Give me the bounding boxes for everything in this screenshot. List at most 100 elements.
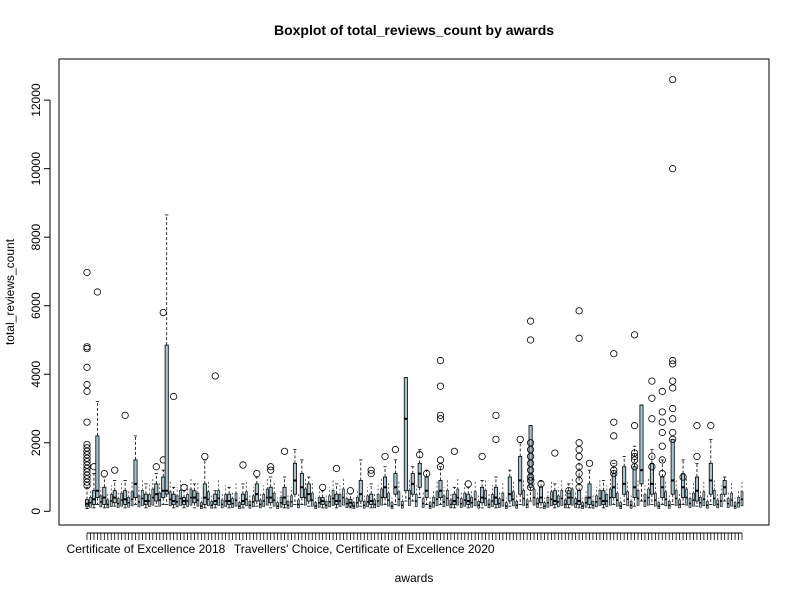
box-group xyxy=(373,493,376,509)
y-tick-label: 12000 xyxy=(29,83,43,117)
box-group xyxy=(401,495,404,509)
outlier-point xyxy=(83,468,91,476)
outlier-point xyxy=(669,360,677,368)
outlier-point xyxy=(610,459,618,467)
outlier-point xyxy=(436,382,445,390)
outlier-point xyxy=(332,464,341,473)
box-group xyxy=(626,481,629,507)
outlier-point xyxy=(658,456,666,464)
outlier-point xyxy=(83,387,91,395)
box-group xyxy=(581,497,584,509)
box-group xyxy=(416,449,424,498)
box-group xyxy=(591,495,595,509)
box-group xyxy=(436,356,445,505)
box-group xyxy=(111,466,119,507)
box-group xyxy=(515,495,519,509)
outlier-point xyxy=(159,308,167,317)
box-group xyxy=(189,477,193,506)
box-group xyxy=(408,479,411,506)
box-group xyxy=(262,485,266,507)
box-group xyxy=(702,481,706,507)
outlier-point xyxy=(551,449,559,457)
box-group xyxy=(127,489,130,508)
box-group xyxy=(688,491,692,508)
box-group xyxy=(89,489,92,508)
outlier-point xyxy=(416,451,424,459)
box xyxy=(254,483,259,502)
box-group xyxy=(551,449,559,509)
box xyxy=(632,466,637,498)
box xyxy=(369,493,374,505)
box-group xyxy=(331,479,335,506)
box-group xyxy=(610,350,618,505)
box-group xyxy=(116,491,120,508)
box xyxy=(393,473,398,495)
outlier-point xyxy=(83,451,91,459)
box-group xyxy=(211,372,219,509)
box-group xyxy=(473,481,477,507)
outlier-point xyxy=(575,446,583,454)
outlier-point xyxy=(381,452,389,461)
box xyxy=(171,493,176,505)
outlier-point xyxy=(630,449,639,457)
outlier-point xyxy=(83,344,91,353)
outlier-point xyxy=(436,411,445,419)
box-group xyxy=(598,479,602,506)
box xyxy=(282,486,287,505)
box-group xyxy=(180,483,188,509)
outlier-point xyxy=(83,475,91,483)
box-group xyxy=(584,489,588,508)
outlier-point xyxy=(152,463,160,471)
outlier-point xyxy=(83,380,91,389)
y-axis-label: total_reviews_count xyxy=(3,238,17,345)
outlier-point xyxy=(464,480,472,488)
box-group xyxy=(740,481,744,507)
box xyxy=(507,476,512,502)
box-group xyxy=(253,470,261,507)
box-group xyxy=(342,477,345,506)
box xyxy=(518,456,523,495)
box-group xyxy=(692,483,695,507)
box xyxy=(299,473,304,498)
outlier-point xyxy=(423,470,431,478)
box-group xyxy=(192,483,197,509)
box-group xyxy=(716,493,720,509)
outlier-point xyxy=(630,452,639,461)
box-group xyxy=(186,485,189,507)
outlier-point xyxy=(367,466,375,474)
outlier-point xyxy=(648,463,656,471)
box-group xyxy=(733,497,737,509)
outlier-point xyxy=(83,268,91,277)
outlier-point xyxy=(658,442,666,450)
box-group xyxy=(376,485,380,507)
box-group xyxy=(699,489,702,508)
box-group xyxy=(459,491,463,508)
box xyxy=(528,425,533,488)
box-group xyxy=(522,479,525,506)
box-group xyxy=(674,479,678,506)
box-group xyxy=(722,476,727,502)
chart-title: Boxplot of total_reviews_count by awards xyxy=(274,22,554,38)
box-group xyxy=(470,489,473,508)
box-group xyxy=(557,487,560,508)
box-group xyxy=(428,497,432,509)
box-group xyxy=(712,479,716,506)
x-axis-label: awards xyxy=(395,571,434,585)
box-group xyxy=(435,481,439,507)
box-group xyxy=(168,481,172,507)
outlier-point xyxy=(201,452,209,461)
box-group xyxy=(299,459,304,505)
outlier-point xyxy=(83,481,91,490)
outlier-point xyxy=(526,473,535,481)
box-group xyxy=(352,497,356,509)
box-group xyxy=(492,411,500,509)
y-tick-label: 6000 xyxy=(29,292,43,319)
box-group xyxy=(310,483,314,507)
box xyxy=(681,473,686,498)
box-group xyxy=(328,487,331,508)
outlier-point xyxy=(526,466,535,474)
outlier-point xyxy=(585,459,594,467)
outlier-point xyxy=(267,466,275,474)
box-group xyxy=(267,463,275,509)
